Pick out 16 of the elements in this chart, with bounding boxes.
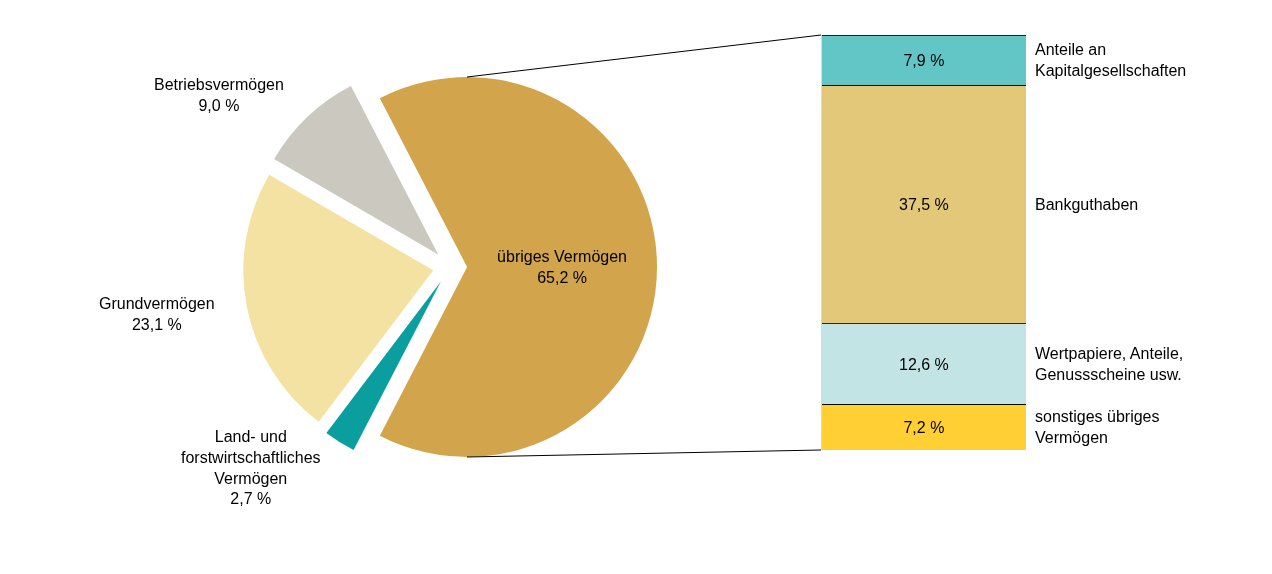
data-label: 23,1 % <box>131 315 182 333</box>
series-label: Anteile an Kapitalgesellschaften <box>1035 41 1187 79</box>
series-label: sonstiges übriges Vermögen <box>1035 408 1160 446</box>
slice-label: Grundvermögen <box>99 295 215 312</box>
data-label: 7,9 % <box>903 51 945 69</box>
series-label: Bankguthaben <box>1035 196 1139 213</box>
data-label: 9,0 % <box>198 96 240 114</box>
series-label: Wertpapiere, Anteile, Genussscheine usw. <box>1035 345 1184 383</box>
data-label: 65,2 % <box>537 268 587 286</box>
data-label: 7,2 % <box>903 418 945 436</box>
data-label: 2,7 % <box>230 490 272 508</box>
slice-label: Betriebsvermögen <box>154 76 284 93</box>
data-label: 37,5 % <box>899 196 949 214</box>
slice-label: übriges Vermögen <box>497 248 627 266</box>
slice-label: Land- und forstwirtschaftliches Vermögen <box>181 428 321 487</box>
data-label: 12,6 % <box>899 355 949 373</box>
